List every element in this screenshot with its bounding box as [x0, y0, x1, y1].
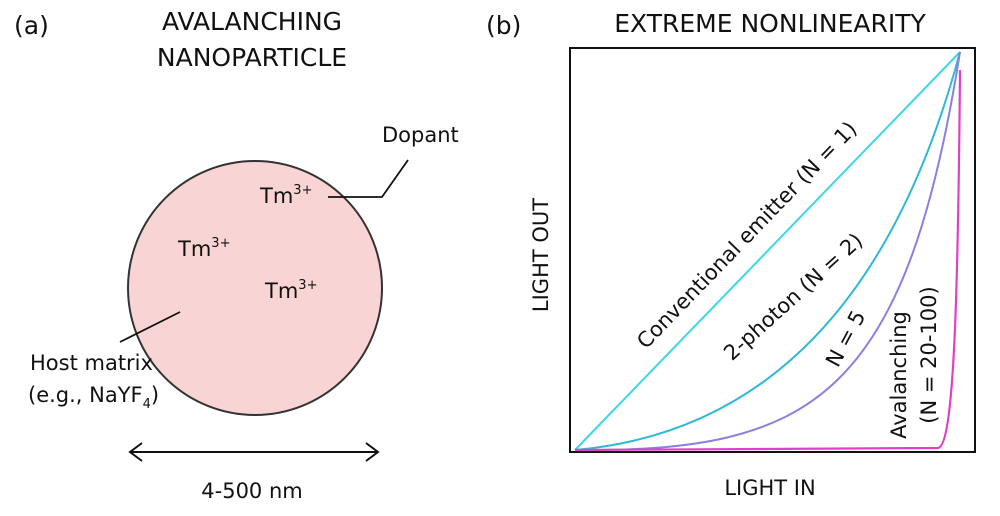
size-label: 4-500 nm: [201, 479, 302, 503]
plot-frame: [569, 47, 976, 453]
ion: Tm3+: [259, 183, 312, 208]
host-label: Host matrix: [30, 351, 153, 375]
nanoparticle: [127, 160, 383, 416]
y-axis-label: LIGHT OUT: [529, 198, 553, 312]
leader-line: [328, 159, 409, 198]
size-arrow: [128, 442, 380, 462]
curve-n1: [574, 51, 961, 451]
title-line: AVALANCHING: [162, 7, 342, 36]
curve-label: Conventional emitter (N = 1): [632, 117, 861, 353]
curve-label: Avalanching: [887, 311, 911, 439]
highlight: [178, 138, 252, 172]
curve-label: N = 5: [821, 307, 870, 371]
dopant-label: Dopant: [382, 123, 459, 147]
title-line: NANOPARTICLE: [157, 43, 347, 72]
curve-n2: [574, 51, 961, 451]
curve-avalanche: [574, 69, 962, 452]
ion: Tm3+: [264, 278, 317, 303]
panel-label: (b): [486, 11, 521, 40]
curve-n5: [574, 51, 961, 452]
x-axis-label: LIGHT IN: [724, 476, 815, 500]
ion: Tm3+: [177, 236, 230, 261]
panel-title: EXTREME NONLINEARITY: [614, 9, 926, 38]
host-label: (e.g., NaYF4): [28, 383, 159, 412]
leader-line: [119, 311, 181, 343]
curve-label: (N = 20-100): [917, 286, 941, 423]
panel-label: (a): [14, 11, 49, 40]
